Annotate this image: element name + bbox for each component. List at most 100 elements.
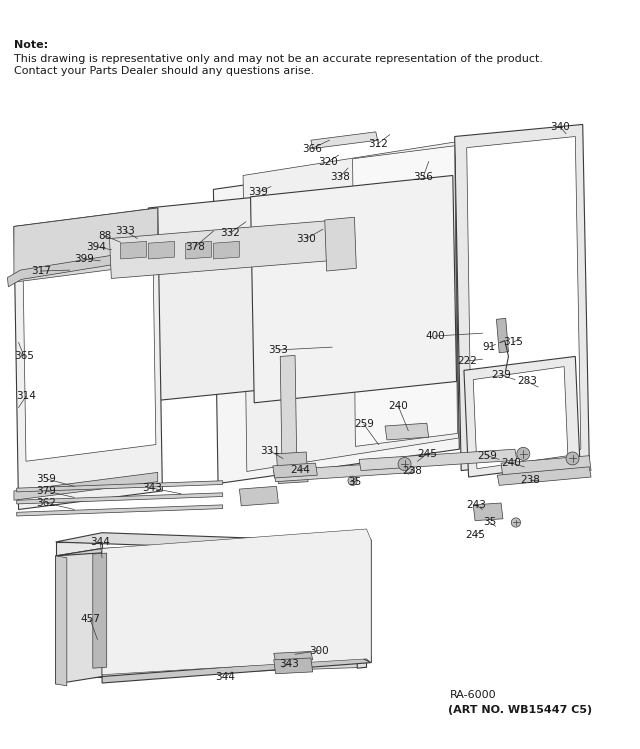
Text: 259: 259 xyxy=(477,451,497,461)
Circle shape xyxy=(511,518,520,527)
Text: 222: 222 xyxy=(457,356,477,366)
Text: 339: 339 xyxy=(248,187,268,197)
Polygon shape xyxy=(148,187,364,401)
Polygon shape xyxy=(274,461,415,482)
Polygon shape xyxy=(353,146,458,446)
Text: 238: 238 xyxy=(520,475,540,485)
Text: 88: 88 xyxy=(98,231,111,240)
Polygon shape xyxy=(109,219,351,279)
Polygon shape xyxy=(276,452,308,484)
Text: 259: 259 xyxy=(354,419,374,429)
Polygon shape xyxy=(497,467,591,485)
Polygon shape xyxy=(243,142,458,471)
Polygon shape xyxy=(467,136,581,461)
Polygon shape xyxy=(102,656,371,683)
Polygon shape xyxy=(102,529,371,675)
Polygon shape xyxy=(23,261,156,461)
Text: 343: 343 xyxy=(142,483,162,493)
Polygon shape xyxy=(14,208,163,509)
Text: (ART NO. WB15447 C5): (ART NO. WB15447 C5) xyxy=(447,705,592,715)
Polygon shape xyxy=(239,486,278,506)
Polygon shape xyxy=(8,248,159,287)
Text: 343: 343 xyxy=(280,658,300,669)
Text: 244: 244 xyxy=(290,464,310,475)
Polygon shape xyxy=(93,553,107,668)
Text: 243: 243 xyxy=(466,500,486,510)
Text: 399: 399 xyxy=(74,254,94,264)
Polygon shape xyxy=(56,548,102,684)
Text: 317: 317 xyxy=(31,266,51,276)
Polygon shape xyxy=(102,658,367,676)
Polygon shape xyxy=(56,542,102,676)
Polygon shape xyxy=(17,481,223,492)
Text: 362: 362 xyxy=(36,498,56,508)
Text: 245: 245 xyxy=(417,449,436,459)
Text: 245: 245 xyxy=(465,530,485,541)
Text: 312: 312 xyxy=(368,139,388,149)
Text: 353: 353 xyxy=(268,345,288,355)
Text: 35: 35 xyxy=(348,476,361,487)
Text: 240: 240 xyxy=(501,458,521,468)
Text: 330: 330 xyxy=(296,234,316,243)
Polygon shape xyxy=(274,658,313,674)
Polygon shape xyxy=(497,318,509,353)
Text: 35: 35 xyxy=(483,518,497,527)
Text: 333: 333 xyxy=(115,226,135,236)
Text: 366: 366 xyxy=(302,144,322,154)
Polygon shape xyxy=(280,356,297,473)
Text: RA-6000: RA-6000 xyxy=(450,690,497,700)
Polygon shape xyxy=(56,536,371,556)
Text: 400: 400 xyxy=(426,331,445,341)
Polygon shape xyxy=(473,366,568,469)
Text: 457: 457 xyxy=(80,614,100,624)
Polygon shape xyxy=(357,541,367,668)
Text: 365: 365 xyxy=(14,351,34,362)
Polygon shape xyxy=(274,652,313,661)
Polygon shape xyxy=(14,473,157,500)
Polygon shape xyxy=(14,208,157,282)
Polygon shape xyxy=(213,241,239,259)
Polygon shape xyxy=(56,533,362,551)
Circle shape xyxy=(566,452,579,465)
Text: 239: 239 xyxy=(491,370,511,380)
Polygon shape xyxy=(17,493,223,504)
Text: 240: 240 xyxy=(388,401,408,410)
Text: 379: 379 xyxy=(36,486,56,496)
Polygon shape xyxy=(362,536,371,663)
Text: 283: 283 xyxy=(517,377,537,386)
Circle shape xyxy=(348,476,357,485)
Polygon shape xyxy=(56,556,67,686)
Polygon shape xyxy=(385,423,429,440)
Polygon shape xyxy=(213,155,460,484)
Polygon shape xyxy=(359,449,517,470)
Text: 91: 91 xyxy=(483,342,495,352)
Text: 338: 338 xyxy=(330,172,349,182)
Text: Note:: Note: xyxy=(14,40,48,50)
Polygon shape xyxy=(464,357,580,477)
Text: 344: 344 xyxy=(90,537,110,547)
Circle shape xyxy=(517,447,530,461)
Polygon shape xyxy=(186,241,212,259)
Text: This drawing is representative only and may not be an accurate representation of: This drawing is representative only and … xyxy=(14,54,543,64)
Polygon shape xyxy=(454,124,589,470)
Circle shape xyxy=(398,458,411,470)
Text: Contact your Parts Dealer should any questions arise.: Contact your Parts Dealer should any que… xyxy=(14,66,314,76)
Text: 331: 331 xyxy=(260,446,280,456)
Text: 356: 356 xyxy=(413,172,433,182)
Polygon shape xyxy=(148,241,175,259)
Polygon shape xyxy=(273,463,317,478)
Polygon shape xyxy=(473,503,503,521)
Polygon shape xyxy=(250,175,456,403)
Text: 332: 332 xyxy=(220,228,240,238)
Text: 238: 238 xyxy=(402,466,422,476)
Text: 340: 340 xyxy=(550,122,570,133)
Text: 300: 300 xyxy=(309,646,329,655)
Text: 320: 320 xyxy=(319,157,339,166)
Polygon shape xyxy=(17,505,223,516)
Text: 359: 359 xyxy=(36,474,56,484)
Text: 314: 314 xyxy=(16,391,36,401)
Text: 378: 378 xyxy=(185,242,205,252)
Polygon shape xyxy=(501,455,591,478)
Polygon shape xyxy=(120,241,147,259)
Text: 394: 394 xyxy=(86,242,106,252)
